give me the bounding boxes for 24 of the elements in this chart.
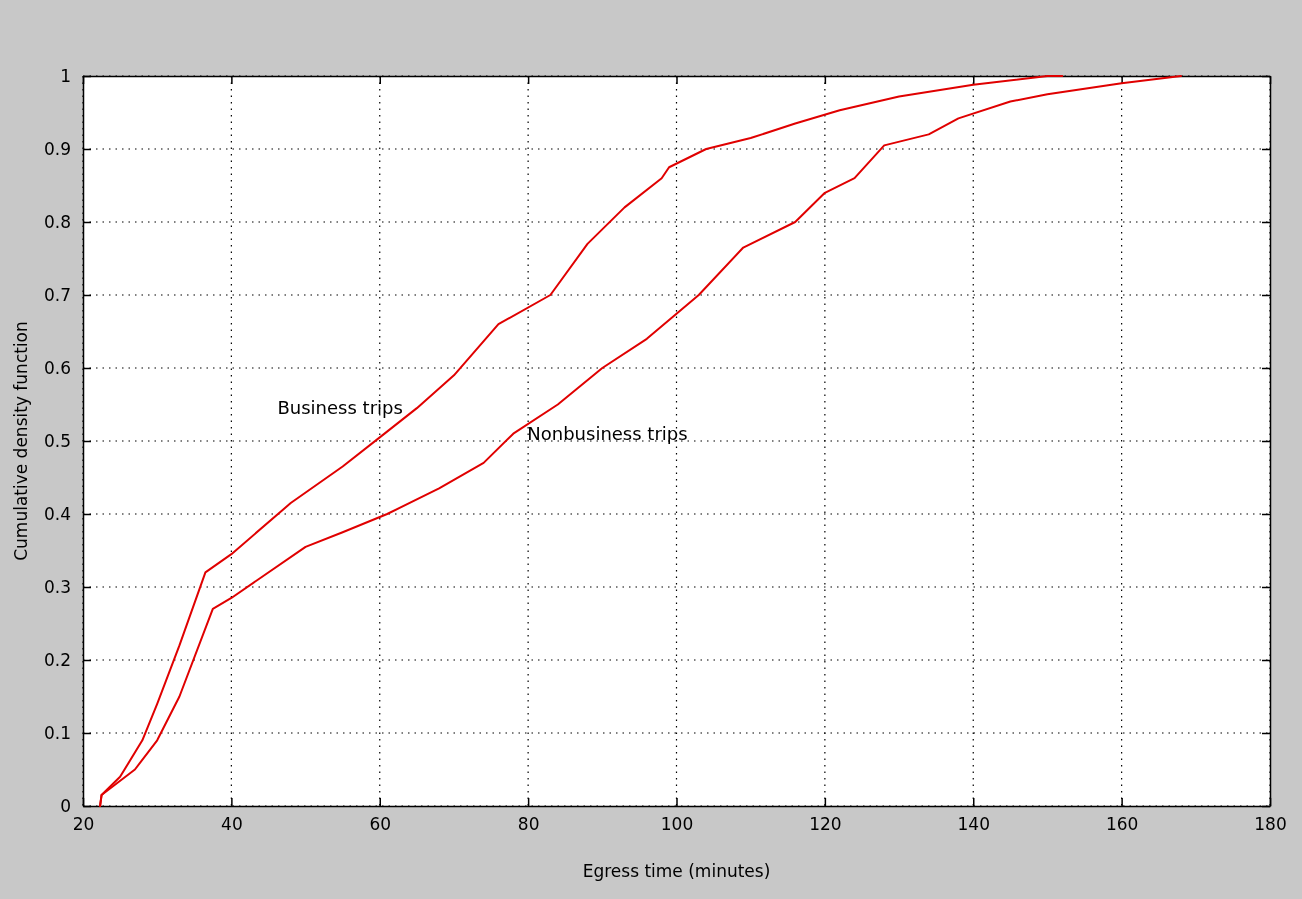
y-tick-label: 0 — [60, 795, 71, 816]
y-tick-label: 0.7 — [43, 284, 71, 305]
y-axis-title: Cumulative density function — [11, 321, 31, 561]
x-tick-label: 40 — [221, 814, 243, 835]
x-tick-label: 160 — [1105, 814, 1139, 835]
y-tick-label: 0.2 — [43, 649, 71, 670]
x-tick-label: 140 — [957, 814, 990, 835]
y-tick-label: 0.3 — [43, 576, 71, 597]
y-tick-label: 0.1 — [43, 722, 71, 743]
x-tick-label: 180 — [1254, 814, 1287, 835]
y-tick-label: 0.9 — [43, 138, 71, 159]
series-label: Nonbusiness trips — [527, 422, 688, 444]
y-tick-label: 0.5 — [43, 430, 71, 451]
y-tick-label: 0.6 — [43, 357, 71, 378]
y-tick-label: 1 — [60, 65, 71, 86]
x-tick-label: 100 — [660, 814, 694, 835]
x-tick-label: 80 — [517, 814, 540, 835]
x-tick-label: 120 — [809, 814, 842, 835]
x-tick-label: 60 — [369, 814, 392, 835]
series-label: Business trips — [277, 397, 403, 419]
x-tick-label: 20 — [72, 814, 95, 835]
x-axis-title: Egress time (minutes) — [582, 861, 771, 881]
y-tick-label: 0.4 — [43, 503, 71, 524]
y-tick-label: 0.8 — [43, 211, 71, 232]
